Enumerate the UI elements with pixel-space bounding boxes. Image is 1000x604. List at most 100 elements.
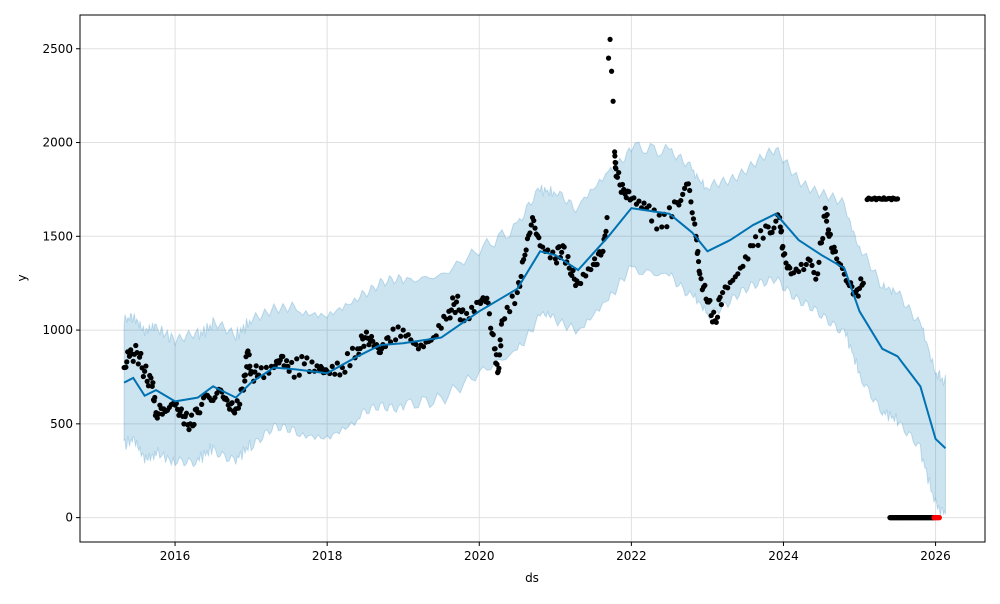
observed-point — [656, 212, 662, 218]
observed-point — [337, 372, 343, 378]
observed-point — [452, 309, 458, 316]
observed-point — [685, 181, 692, 187]
forecast-line — [123, 207, 947, 449]
y-tick-label: 1500 — [42, 229, 73, 243]
x-axis-label: ds — [525, 571, 539, 585]
observed-point — [654, 226, 660, 232]
observed-point — [232, 410, 238, 416]
observed-point — [420, 344, 427, 350]
axis-ticks: 2016 2018 2020 2022 2024 2026 0 500 1000 1500 2000… — [42, 42, 950, 563]
observed-point — [688, 199, 694, 205]
observed-point — [750, 243, 756, 249]
observed-point — [154, 415, 160, 421]
plot-frame — [79, 14, 986, 543]
observed-point — [258, 365, 264, 371]
observed-point — [641, 200, 647, 206]
observed-point — [229, 400, 235, 406]
x-tick-label: 2016 — [160, 549, 191, 563]
observed-point — [818, 240, 825, 246]
observed-point — [393, 337, 399, 343]
observed-point — [758, 228, 764, 234]
observed-point — [486, 311, 493, 317]
observed-point — [787, 265, 793, 271]
observed-point — [413, 341, 419, 347]
observed-point — [463, 310, 470, 317]
observed-point — [368, 333, 375, 340]
observed-point — [583, 273, 589, 279]
observed-point — [616, 169, 622, 176]
observed-point — [521, 256, 527, 263]
observed-point — [188, 412, 195, 418]
y-tick-label: 2000 — [42, 136, 73, 150]
observed-point — [603, 228, 609, 234]
uncertainty-band — [123, 141, 946, 517]
y-axis-label: y — [15, 274, 29, 281]
observed-point — [803, 261, 809, 268]
observed-point — [626, 189, 632, 195]
observed-point — [347, 363, 353, 369]
observed-point — [496, 352, 503, 358]
observed-point — [197, 410, 203, 416]
observed-point — [370, 338, 376, 344]
observed-point — [778, 228, 785, 234]
observed-point — [344, 350, 351, 357]
observed-point — [246, 352, 252, 358]
observed-point — [690, 216, 697, 222]
observed-point — [494, 361, 500, 367]
observed-point — [698, 276, 704, 282]
x-tick-label: 2022 — [616, 549, 647, 563]
observed-point — [199, 401, 205, 407]
observed-point — [334, 360, 340, 366]
observed-point — [678, 197, 684, 204]
observed-point — [860, 280, 866, 286]
observed-point — [711, 309, 717, 315]
observed-point — [695, 248, 701, 255]
observed-point — [707, 297, 713, 304]
observed-point — [415, 346, 422, 352]
observed-point — [484, 295, 490, 301]
observed-point — [299, 353, 305, 360]
observed-point — [252, 369, 258, 375]
observed-point — [801, 266, 807, 273]
observed-point — [263, 364, 269, 371]
observed-point — [212, 394, 218, 401]
observed-point — [453, 299, 460, 305]
observed-point — [363, 329, 370, 335]
observed-point — [138, 350, 144, 357]
observed-point — [676, 202, 682, 208]
observed-point — [332, 371, 338, 377]
observed-point — [329, 363, 335, 369]
observed-point — [610, 98, 616, 104]
x-tick-label: 2018 — [312, 549, 343, 563]
observed-point — [702, 282, 708, 288]
observed-point — [592, 256, 598, 262]
observed-point — [566, 265, 572, 271]
observed-point — [291, 374, 297, 380]
observed-point — [145, 383, 152, 389]
observed-point — [631, 195, 637, 201]
observed-point — [512, 300, 518, 307]
observed-point — [540, 244, 546, 250]
y-tick-label: 2500 — [42, 42, 73, 56]
observed-point — [816, 259, 822, 265]
observed-point — [604, 214, 610, 221]
observed-point — [718, 301, 724, 308]
observed-point — [395, 324, 401, 330]
observed-point — [294, 356, 300, 362]
observed-point — [791, 270, 797, 276]
observed-point — [820, 235, 826, 242]
observed-point — [605, 55, 612, 61]
observed-point — [155, 411, 162, 417]
x-tick-label: 2024 — [768, 549, 799, 563]
gridlines — [80, 15, 985, 542]
observed-point — [822, 205, 828, 211]
observed-point — [646, 203, 652, 209]
observed-point — [780, 243, 786, 250]
observed-point — [133, 342, 139, 349]
observed-point — [796, 268, 802, 275]
observed-point — [834, 256, 840, 262]
observed-point — [448, 307, 454, 313]
observed-point — [504, 304, 510, 310]
observed-point — [361, 343, 367, 349]
